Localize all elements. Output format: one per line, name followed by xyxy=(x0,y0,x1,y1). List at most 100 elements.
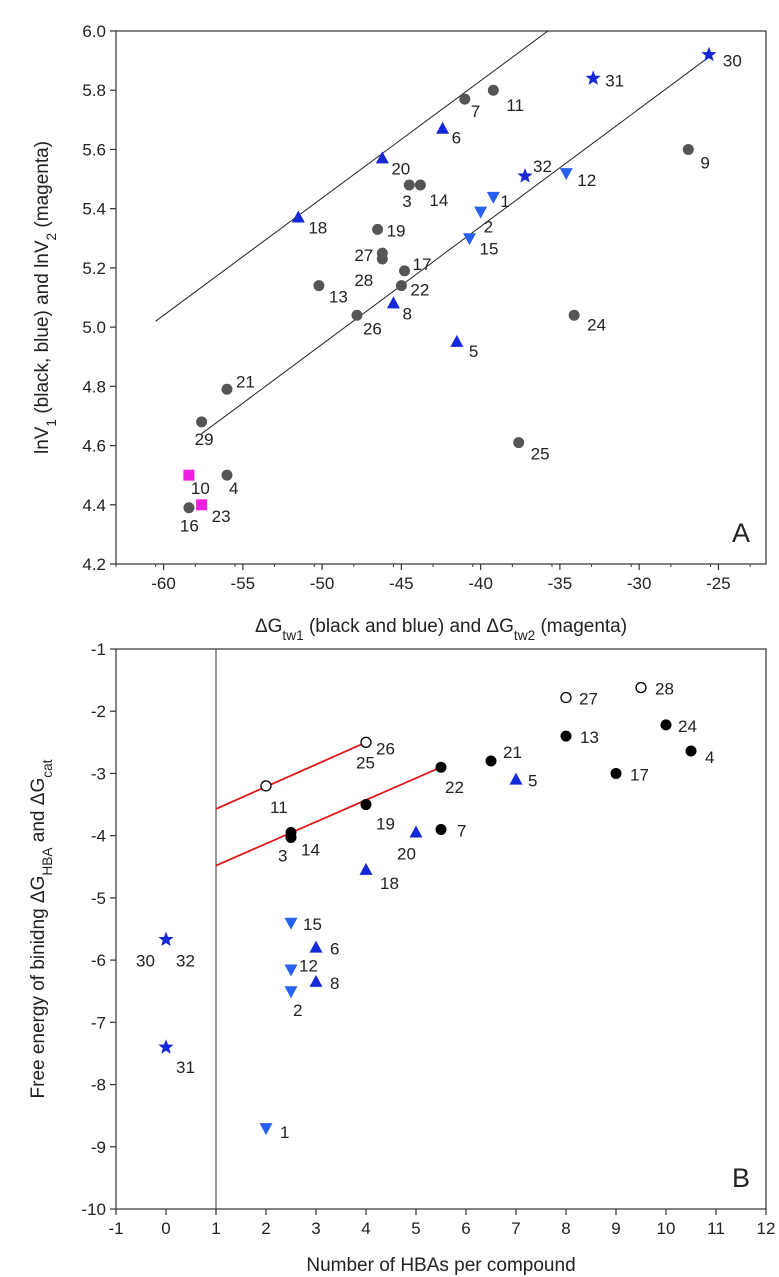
point-label: 22 xyxy=(410,281,429,300)
point-label: 14 xyxy=(429,191,448,210)
chart-panel-b: -1 0 1 2 3 4 5 6 7 8 9 10 11 12-10-9-8-7-6-5-4-3-2-1N… xyxy=(28,640,775,1276)
point-label: 28 xyxy=(354,271,373,290)
marker-square xyxy=(183,469,195,481)
data-point-27: 27 xyxy=(560,690,598,709)
marker-circle xyxy=(459,93,471,105)
data-point-14: 14 xyxy=(414,179,448,210)
data-point-2: 2 xyxy=(474,206,493,237)
x-tick-label: -45 xyxy=(389,574,414,593)
data-point-9: 9 xyxy=(682,143,710,172)
point-label: 16 xyxy=(180,517,199,536)
marker-circle xyxy=(221,469,233,481)
data-point-29: 29 xyxy=(195,416,214,449)
point-label: 25 xyxy=(531,445,550,464)
point-label: 24 xyxy=(678,717,697,736)
point-label: 2 xyxy=(293,1001,302,1020)
data-point-21: 21 xyxy=(485,743,522,767)
marker-triangle-down xyxy=(284,964,298,977)
marker-triangle-up xyxy=(375,151,389,164)
x-tick-label: 4 xyxy=(361,1219,370,1238)
marker-circle xyxy=(395,280,407,292)
data-point-26: 26 xyxy=(351,309,382,338)
y-tick-label: 4.4 xyxy=(82,496,106,515)
marker-open-circle xyxy=(360,736,372,748)
x-tick-label: -1 xyxy=(108,1219,123,1238)
point-label: 4 xyxy=(705,748,714,767)
point-label: 25 xyxy=(356,753,375,772)
panel-letter: A xyxy=(732,518,750,548)
y-tick-label: -7 xyxy=(91,1013,106,1032)
data-point-16: 16 xyxy=(180,502,199,536)
marker-star xyxy=(158,931,174,947)
marker-star xyxy=(701,46,717,62)
x-tick-label: 9 xyxy=(611,1219,620,1238)
data-point-28: 28 xyxy=(635,680,674,699)
y-tick-label: -3 xyxy=(91,764,106,783)
marker-circle xyxy=(435,823,447,835)
point-label: 26 xyxy=(376,739,395,758)
data-point-5: 5 xyxy=(450,334,478,361)
marker-triangle-down xyxy=(463,233,477,246)
data-point-17: 17 xyxy=(399,255,431,277)
marker-circle xyxy=(685,745,697,757)
data-point-25: 25 xyxy=(513,437,550,464)
point-label: 22 xyxy=(445,778,464,797)
marker-open-circle xyxy=(635,681,647,694)
data-point-30: 30 xyxy=(701,46,742,71)
point-label: 26 xyxy=(363,319,382,338)
marker-circle xyxy=(376,253,388,265)
y-tick-label: 4.6 xyxy=(82,437,106,456)
data-point-18: 18 xyxy=(291,210,327,238)
data-point-6: 6 xyxy=(436,121,461,148)
marker-open-circle xyxy=(260,780,272,792)
marker-triangle-up xyxy=(436,121,450,134)
point-label: 30 xyxy=(136,952,155,971)
marker-triangle-down xyxy=(486,191,500,204)
x-tick-label: -50 xyxy=(310,574,335,593)
point-label: 18 xyxy=(380,874,399,893)
trend-line xyxy=(201,54,713,435)
point-label: 31 xyxy=(605,71,624,90)
marker-circle xyxy=(568,309,580,321)
y-tick-label: 5.4 xyxy=(82,200,106,219)
x-tick-label: -25 xyxy=(706,574,731,593)
x-tick-label: 3 xyxy=(311,1219,320,1238)
data-point-10: 10 xyxy=(183,469,210,498)
marker-circle xyxy=(560,730,572,742)
point-label: 31 xyxy=(176,1058,195,1077)
x-tick-label: 8 xyxy=(561,1219,570,1238)
point-label: 1 xyxy=(500,192,509,211)
data-point-7: 7 xyxy=(435,821,466,840)
y-tick-label: 5.6 xyxy=(82,140,106,159)
point-label: 17 xyxy=(413,255,432,274)
data-point-8: 8 xyxy=(309,974,339,993)
point-label: 8 xyxy=(402,304,411,323)
data-point-1: 1 xyxy=(259,1123,289,1142)
point-label: 21 xyxy=(503,743,522,762)
data-point-20: 20 xyxy=(375,151,410,178)
y-tick-label: -1 xyxy=(91,640,106,659)
point-label: 20 xyxy=(397,845,416,864)
marker-star xyxy=(585,70,601,85)
marker-triangle-up xyxy=(309,974,323,987)
data-point-18: 18 xyxy=(359,862,399,893)
point-label: 11 xyxy=(506,96,524,115)
x-tick-label: 0 xyxy=(161,1219,170,1238)
y-tick-label: 4.2 xyxy=(82,555,106,574)
x-tick-label: 12 xyxy=(757,1219,776,1238)
point-label: 30 xyxy=(723,52,742,71)
marker-star xyxy=(517,168,533,183)
x-tick-label: -35 xyxy=(548,574,573,593)
x-tick-label: -30 xyxy=(627,574,652,593)
marker-triangle-down xyxy=(474,206,488,219)
data-point-6: 6 xyxy=(309,940,339,959)
point-label: 19 xyxy=(387,221,406,240)
marker-circle xyxy=(513,437,525,449)
marker-star xyxy=(158,1039,174,1054)
data-point-14: 14 xyxy=(285,827,320,860)
point-label: 2 xyxy=(484,218,493,237)
plot-frame xyxy=(115,30,767,565)
point-label: 5 xyxy=(469,342,478,361)
marker-circle xyxy=(414,179,426,191)
data-point-1: 1 xyxy=(486,191,510,211)
